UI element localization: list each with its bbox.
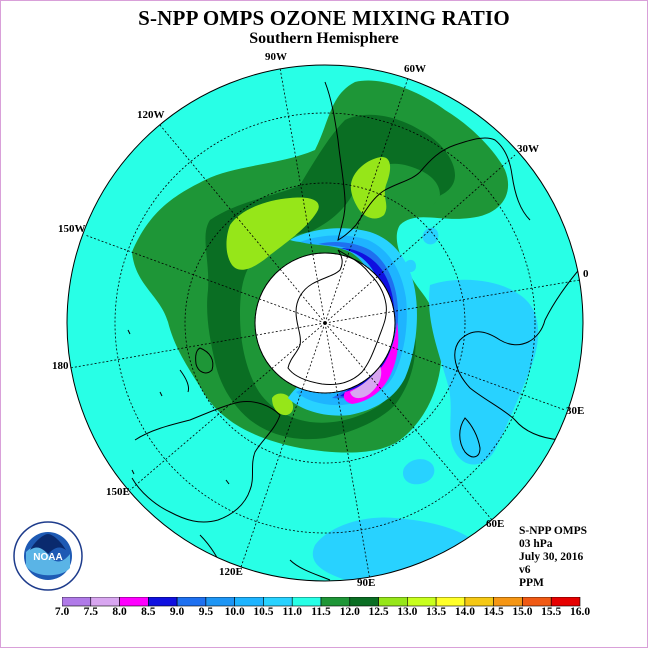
field-light-blue-small-2 xyxy=(422,227,439,245)
noaa-logo-bird xyxy=(30,534,66,554)
lon-label-150w: 150W xyxy=(58,223,86,235)
colorbar-tick-label: 7.0 xyxy=(54,606,70,618)
colorbar-tick-label: 9.0 xyxy=(169,606,185,618)
colorbar-swatch xyxy=(320,597,351,607)
noaa-logo-wave xyxy=(26,546,70,576)
colorbar-swatch xyxy=(205,597,235,607)
colorbar xyxy=(62,597,581,607)
colorbar-swatch xyxy=(62,597,92,607)
info-version: v6 xyxy=(519,564,531,576)
colorbar-tick-label: 15.5 xyxy=(541,606,562,618)
lon-label-120e: 120E xyxy=(219,566,243,578)
field-light-blue-small-1 xyxy=(402,459,435,485)
field-magenta-ring xyxy=(343,322,399,404)
map-subtitle: Southern Hemisphere xyxy=(249,30,399,47)
colorbar-swatch xyxy=(148,597,178,607)
field-violet-patch xyxy=(350,366,382,399)
colorbar-swatch xyxy=(234,597,264,607)
colorbar-tick-label: 11.0 xyxy=(282,606,302,618)
colorbar-swatch xyxy=(90,597,120,607)
colorbar-swatch xyxy=(119,597,149,607)
lon-label-90w: 90W xyxy=(265,51,287,63)
info-units: PPM xyxy=(519,577,544,589)
colorbar-tick-label: 12.0 xyxy=(339,606,360,618)
colorbar-tick-label: 15.0 xyxy=(512,606,533,618)
colorbar-tick-label: 10.5 xyxy=(253,606,274,618)
colorbar-tick-label: 7.5 xyxy=(83,606,98,618)
colorbar-swatch xyxy=(550,597,581,607)
colorbar-tick-label: 13.0 xyxy=(397,606,418,618)
map-disc xyxy=(67,65,583,581)
colorbar-tick-label: 11.5 xyxy=(311,606,331,618)
field-light-blue-east xyxy=(429,279,539,465)
colorbar-tick-label: 14.5 xyxy=(483,606,504,618)
noaa-logo-text: NOAA xyxy=(33,552,62,563)
colorbar-tick-label: 14.0 xyxy=(454,606,475,618)
map-boundary xyxy=(66,64,584,582)
noaa-logo: NOAA xyxy=(13,521,83,591)
info-instrument: S-NPP OMPS xyxy=(519,525,588,537)
info-date: July 30, 2016 xyxy=(519,551,584,563)
colorbar-tick-label: 16.0 xyxy=(569,606,591,618)
colorbar-tick-label: 8.5 xyxy=(141,606,156,618)
colorbar-swatch xyxy=(464,597,494,607)
colorbar-swatch xyxy=(378,597,408,607)
colorbar-swatch xyxy=(263,597,293,607)
colorbar-swatch xyxy=(291,597,322,607)
lon-label-60w: 60W xyxy=(404,63,426,75)
colorbar-tick-label: 8.0 xyxy=(112,606,127,618)
colorbar-tick-label: 12.5 xyxy=(368,606,389,618)
map-title: S-NPP OMPS OZONE MIXING RATIO xyxy=(138,6,510,30)
colorbar-tick-label: 13.5 xyxy=(426,606,447,618)
lon-label-30e: 30E xyxy=(566,405,585,417)
colorbar-swatch xyxy=(349,597,379,607)
colorbar-swatch xyxy=(176,597,207,607)
colorbar-swatch xyxy=(407,597,437,607)
colorbar-tick-label: 9.5 xyxy=(198,606,214,618)
lon-label-30w: 30W xyxy=(517,143,539,155)
field-light-green-west xyxy=(226,197,319,270)
info-block: S-NPP OMPS 03 hPa July 30, 2016 v6 PPM xyxy=(519,525,587,590)
south-pole-point xyxy=(323,321,327,325)
coastlines xyxy=(127,81,583,581)
lon-label-180: 180 xyxy=(52,360,69,372)
graticule xyxy=(69,67,581,581)
info-pressure-level: 03 hPa xyxy=(519,538,553,550)
lon-label-150e: 150E xyxy=(106,486,130,498)
field-light-green-north xyxy=(350,157,391,219)
colorbar-swatch xyxy=(493,597,523,607)
colorbar-tick-label: 10.0 xyxy=(224,606,245,618)
colorbar-swatch xyxy=(435,597,466,607)
colorbar-swatch xyxy=(522,597,552,607)
field-light-green-south xyxy=(272,393,294,416)
lon-label-0: 0 xyxy=(583,268,589,280)
lon-label-60e: 60E xyxy=(486,518,505,530)
lon-label-120w: 120W xyxy=(137,109,165,121)
lon-label-90e: 90E xyxy=(357,577,376,589)
